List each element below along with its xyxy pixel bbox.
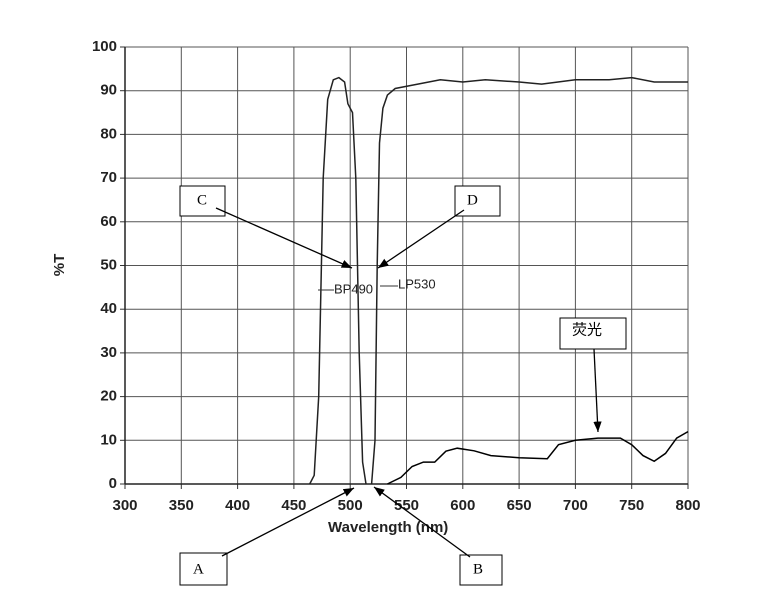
- x-tick-label: 800: [675, 497, 700, 514]
- x-tick-label: 550: [394, 497, 419, 514]
- grid: 0 10 20 30 40 50 60 70 80 90 100 300 350 400 450 500 550…: [92, 38, 701, 514]
- series-label: LP530: [398, 276, 436, 291]
- x-tick-label: 700: [563, 497, 588, 514]
- y-tick-label: 40: [100, 300, 117, 317]
- x-tick-label: 450: [281, 497, 306, 514]
- x-tick-label: 750: [619, 497, 644, 514]
- annotation: D: [467, 192, 478, 208]
- x-tick-label: 600: [450, 497, 475, 514]
- x-axis-label: Wavelength (nm): [328, 519, 448, 536]
- y-tick-label: 70: [100, 169, 117, 186]
- annotation-box: [179, 185, 226, 217]
- annotation-box: [459, 554, 503, 586]
- y-tick-label: 0: [109, 475, 117, 492]
- y-tick-label: 30: [100, 344, 117, 361]
- annotation: B: [473, 561, 483, 577]
- y-tick-label: 60: [100, 213, 117, 230]
- lines: [309, 76, 689, 485]
- series-line: [387, 430, 689, 485]
- y-tick-label: 80: [100, 125, 117, 142]
- series-label: 荧光: [572, 321, 602, 338]
- y-tick-label: 10: [100, 431, 117, 448]
- arrow: [373, 486, 471, 558]
- y-tick-label: 50: [100, 256, 117, 273]
- arrow: [215, 207, 353, 269]
- series-line: [370, 76, 688, 485]
- annotation: C: [197, 192, 207, 208]
- y-tick-label: 100: [92, 38, 117, 55]
- y-tick-label: 90: [100, 82, 117, 99]
- series-label: BP490: [334, 281, 373, 296]
- y-tick-label: 20: [100, 388, 117, 405]
- x-tick-label: 650: [507, 497, 532, 514]
- series-line: [309, 76, 367, 485]
- annotation-box: [179, 552, 228, 586]
- arrow: [221, 487, 355, 557]
- annotation-box: [559, 317, 627, 350]
- arrow: [377, 209, 465, 269]
- y-axis-label: %T: [51, 254, 68, 277]
- x-tick-label: 500: [338, 497, 363, 514]
- x-tick-label: 300: [112, 497, 137, 514]
- annotation: A: [193, 561, 204, 577]
- arrow: [593, 348, 602, 433]
- x-tick-label: 400: [225, 497, 250, 514]
- x-tick-label: 350: [169, 497, 194, 514]
